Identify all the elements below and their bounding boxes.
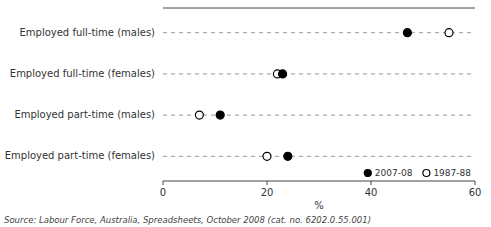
dot [195,111,203,119]
x-axis-label: % [314,200,324,211]
x-axis [163,181,475,182]
series-points [216,29,411,161]
axis-top [163,8,475,9]
legend-item: 2007-08 [364,168,412,178]
guide-line [163,156,475,157]
legend-label: 1987-88 [433,168,471,178]
dot [284,152,292,160]
tick-mark [475,181,476,185]
series-points [195,29,453,161]
category-label: Employed full-time (females) [10,68,155,79]
x-axis-ticks: 0 20 40 60 [160,181,482,198]
category-label: Employed part-time (females) [5,150,155,161]
guide-line [163,115,475,116]
tick-mark [267,181,268,185]
dot [263,152,271,160]
tick-label: 40 [365,187,378,198]
legend-item: 1987-88 [423,168,471,178]
legend-marker [423,170,430,177]
plot-area [163,29,475,161]
dot [445,29,453,37]
chart: Employed full-time (males) Employed full-… [0,0,491,227]
dot [216,111,224,119]
y-axis-labels: Employed full-time (males) Employed full-… [5,27,155,162]
dot [403,29,411,37]
legend: 2007-08 1987-88 [364,168,471,178]
tick-label: 0 [160,187,166,198]
legend-label: 2007-08 [375,168,413,178]
category-label: Employed part-time (males) [14,109,155,120]
source-note: Source: Labour Force, Australia, Spreads… [4,215,371,225]
guide-line [163,32,475,33]
dot [279,70,287,78]
tick-mark [371,181,372,185]
legend-marker [364,170,371,177]
guide-line [163,73,475,74]
tick-mark [163,181,164,185]
tick-label: 20 [261,187,274,198]
tick-label: 60 [469,187,482,198]
category-label: Employed full-time (males) [19,27,155,38]
